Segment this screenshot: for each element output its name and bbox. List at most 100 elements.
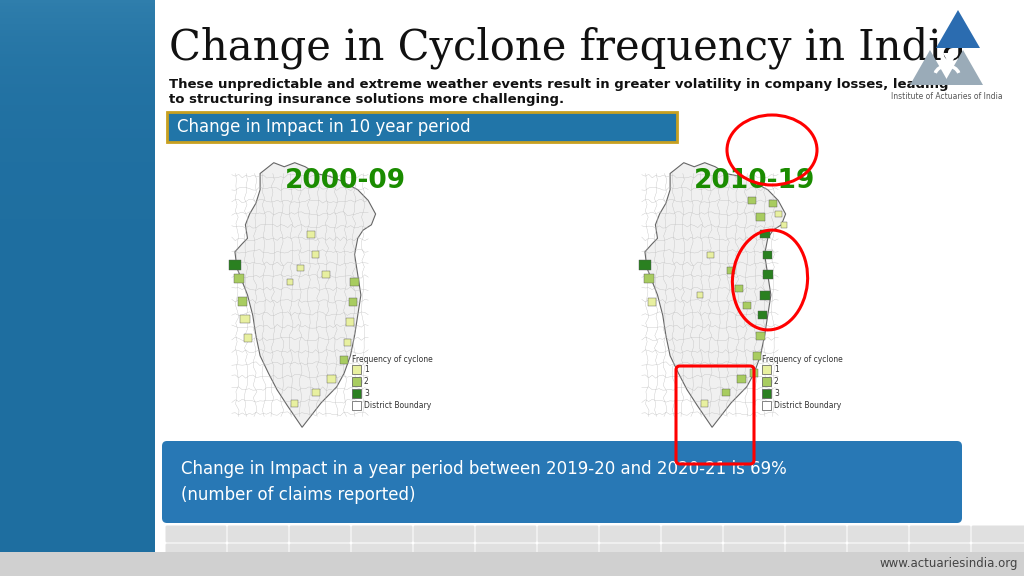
Bar	[0, 15, 155, 18]
Text: 2010-19: 2010-19	[694, 168, 816, 194]
Bar	[762, 401, 771, 410]
Bar	[0, 234, 155, 237]
Bar	[234, 274, 244, 283]
Text: www.actuariesindia.org: www.actuariesindia.org	[880, 558, 1019, 570]
Bar	[0, 60, 155, 63]
Bar	[350, 278, 359, 286]
Bar	[0, 30, 155, 33]
FancyBboxPatch shape	[227, 544, 289, 560]
Bar	[0, 129, 155, 132]
Bar	[0, 126, 155, 129]
FancyBboxPatch shape	[724, 525, 784, 543]
Bar	[352, 389, 361, 398]
Polygon shape	[943, 53, 957, 66]
Bar	[229, 260, 241, 270]
Bar	[306, 231, 314, 238]
Bar	[352, 365, 361, 374]
Bar	[0, 138, 155, 141]
Bar	[0, 33, 155, 36]
Bar	[297, 265, 303, 271]
Text: 1: 1	[774, 365, 778, 374]
Bar	[0, 48, 155, 51]
Bar	[0, 171, 155, 174]
Bar	[780, 222, 786, 228]
Bar	[0, 39, 155, 42]
Text: Frequency of cyclone: Frequency of cyclone	[762, 355, 843, 364]
Bar	[763, 270, 773, 279]
FancyBboxPatch shape	[414, 525, 474, 543]
Bar	[311, 389, 319, 396]
Bar	[241, 315, 251, 323]
FancyBboxPatch shape	[538, 544, 598, 560]
Polygon shape	[910, 50, 950, 85]
FancyBboxPatch shape	[166, 525, 226, 543]
Bar	[0, 63, 155, 66]
FancyBboxPatch shape	[162, 441, 962, 523]
Bar	[762, 389, 771, 398]
Bar	[348, 298, 356, 306]
Bar	[644, 274, 654, 283]
Bar	[0, 180, 155, 183]
Bar	[0, 72, 155, 75]
Bar	[756, 213, 765, 221]
Bar	[0, 162, 155, 165]
Bar	[244, 334, 252, 342]
Bar	[735, 285, 743, 292]
Bar	[0, 132, 155, 135]
Bar	[0, 117, 155, 120]
Text: 2: 2	[364, 377, 369, 386]
Text: 3: 3	[774, 389, 779, 398]
Bar	[0, 150, 155, 153]
Text: Change in Impact in a year period between 2019-20 and 2020-21 is 69%
(number of : Change in Impact in a year period betwee…	[181, 460, 786, 504]
Bar	[0, 174, 155, 177]
Bar	[0, 93, 155, 96]
FancyBboxPatch shape	[662, 525, 723, 543]
Bar	[0, 69, 155, 72]
Bar	[0, 147, 155, 150]
Bar	[0, 186, 155, 189]
Bar	[762, 365, 771, 374]
Bar	[238, 297, 247, 306]
Bar	[0, 192, 155, 195]
Bar	[0, 189, 155, 192]
Bar	[0, 9, 155, 12]
Bar	[0, 18, 155, 21]
Text: Change in Cyclone frequency in India: Change in Cyclone frequency in India	[169, 26, 967, 69]
Bar	[0, 99, 155, 102]
Bar	[327, 375, 336, 382]
Bar	[722, 389, 730, 396]
FancyBboxPatch shape	[662, 544, 723, 560]
Bar	[287, 279, 293, 285]
Bar	[0, 219, 155, 222]
FancyBboxPatch shape	[414, 544, 474, 560]
Text: Change in Impact in 10 year period: Change in Impact in 10 year period	[177, 118, 471, 136]
Bar	[0, 0, 155, 3]
Text: Frequency of cyclone: Frequency of cyclone	[352, 355, 433, 364]
Bar	[0, 24, 155, 27]
Bar	[648, 298, 656, 306]
FancyBboxPatch shape	[351, 525, 413, 543]
Bar	[0, 144, 155, 147]
Bar	[352, 401, 361, 410]
Bar	[0, 108, 155, 111]
Bar	[0, 81, 155, 84]
Text: 2000-09: 2000-09	[285, 168, 406, 194]
Bar	[0, 90, 155, 93]
Bar	[0, 45, 155, 48]
Bar	[0, 177, 155, 180]
Bar	[0, 231, 155, 234]
Bar	[637, 160, 794, 437]
Bar	[0, 75, 155, 78]
Bar	[0, 0, 155, 576]
Bar	[0, 57, 155, 60]
FancyBboxPatch shape	[599, 525, 660, 543]
Bar	[0, 237, 155, 240]
Bar	[0, 135, 155, 138]
Polygon shape	[943, 50, 983, 85]
Polygon shape	[234, 162, 376, 427]
FancyBboxPatch shape	[599, 544, 660, 560]
Bar	[762, 377, 771, 386]
Bar	[0, 105, 155, 108]
Bar	[727, 267, 735, 274]
FancyBboxPatch shape	[166, 544, 226, 560]
